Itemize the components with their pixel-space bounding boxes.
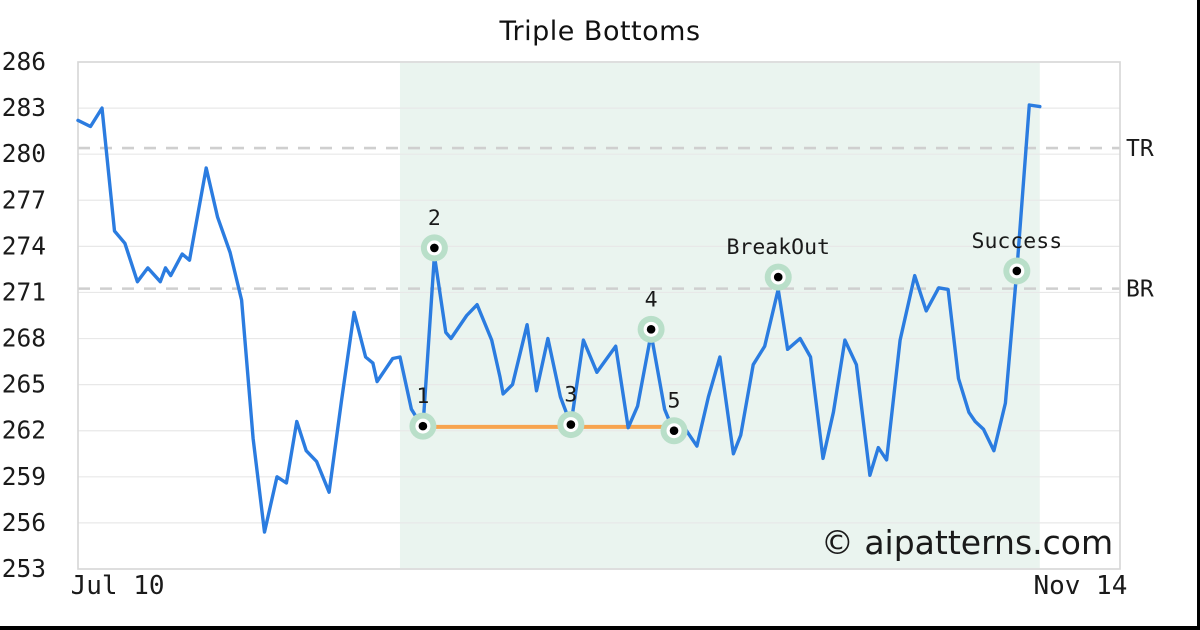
marker-dot-5 <box>669 426 679 436</box>
y-tick-label-265: 265 <box>2 370 46 399</box>
y-tick-label-274: 274 <box>2 231 46 260</box>
y-tick-label-283: 283 <box>2 93 46 122</box>
window-edge-right <box>1197 0 1200 630</box>
marker-dot-4 <box>646 325 656 334</box>
y-tick-label-262: 262 <box>2 416 46 445</box>
price-line-layer <box>76 103 1042 534</box>
marker-dot-1 <box>418 421 428 431</box>
y-tick-label-280: 280 <box>2 139 46 168</box>
marker-dot-success <box>1012 266 1022 276</box>
marker-dot-2 <box>430 243 439 253</box>
marker-label-5: 5 <box>668 389 681 414</box>
marker-dot-3 <box>566 420 576 429</box>
y-tick-label-256: 256 <box>2 508 46 537</box>
y-tick-label-253: 253 <box>2 554 46 583</box>
marker-label-4: 4 <box>645 287 658 312</box>
marker-label-2: 2 <box>428 206 441 231</box>
chart-title: Triple Bottoms <box>499 16 701 47</box>
marker-label-success: Success <box>972 229 1063 254</box>
plot-border-layer <box>77 61 1121 570</box>
x-tick-label-jul-10: Jul 10 <box>71 571 165 601</box>
marker-label-1: 1 <box>416 384 429 409</box>
watermark: © aipatterns.com <box>821 523 1113 562</box>
marker-label-3: 3 <box>564 383 577 408</box>
window-edge-bottom <box>0 626 1200 630</box>
marker-dot-breakout <box>773 272 783 282</box>
pattern-zone-layer <box>399 63 1040 568</box>
y-tick-label-259: 259 <box>2 462 46 491</box>
y-tick-label-268: 268 <box>2 324 46 353</box>
level-label-tr: TR <box>1126 136 1154 162</box>
plot-border <box>77 61 1121 570</box>
pattern-zone <box>399 63 1040 568</box>
y-tick-label-286: 286 <box>2 47 46 76</box>
price-line <box>76 103 1042 534</box>
marker-layer: 1 2 3 4 5 BreakOut Success <box>409 206 1063 445</box>
x-tick-label-nov-14: Nov 14 <box>1033 571 1127 601</box>
y-tick-label-271: 271 <box>2 277 46 306</box>
watermark-layer: © aipatterns.com <box>821 523 1113 562</box>
y-tick-label-277: 277 <box>2 185 46 214</box>
marker-label-breakout: BreakOut <box>726 235 830 260</box>
level-label-br: BR <box>1126 277 1154 303</box>
axis-label-layer: TRBR253256259262265268271274277280283286… <box>2 47 1154 601</box>
